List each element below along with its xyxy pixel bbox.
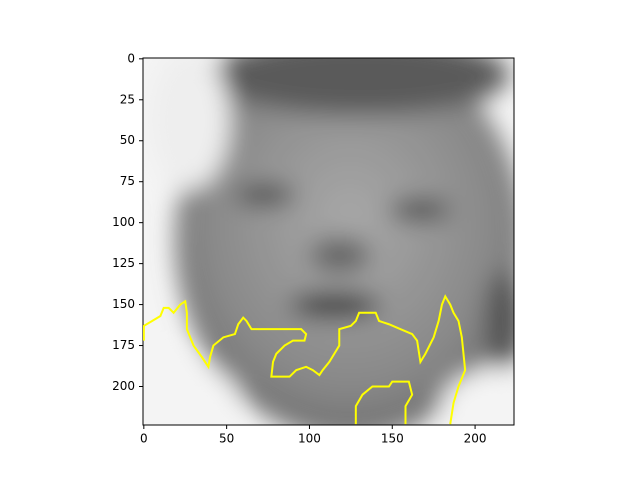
y-tick-label: 0 bbox=[127, 51, 135, 65]
x-tick-label: 50 bbox=[219, 432, 234, 446]
face-image bbox=[143, 58, 514, 425]
contour-line bbox=[354, 380, 414, 425]
x-tick-label: 150 bbox=[381, 432, 404, 446]
y-tick-label: 200 bbox=[112, 379, 135, 393]
x-tick-label: 0 bbox=[140, 432, 148, 446]
y-tick-label: 100 bbox=[112, 215, 135, 229]
y-tick-label: 25 bbox=[120, 92, 135, 106]
y-tick-label: 150 bbox=[112, 297, 135, 311]
y-tick-label: 175 bbox=[112, 338, 135, 352]
contours bbox=[143, 294, 467, 425]
y-tick-label: 50 bbox=[120, 133, 135, 147]
y-tick-label: 75 bbox=[120, 174, 135, 188]
x-tick-label: 200 bbox=[464, 432, 487, 446]
x-tick-label: 100 bbox=[298, 432, 321, 446]
axes-frame bbox=[142, 57, 515, 426]
y-tick-label: 125 bbox=[112, 256, 135, 270]
contour-line bbox=[143, 294, 467, 425]
